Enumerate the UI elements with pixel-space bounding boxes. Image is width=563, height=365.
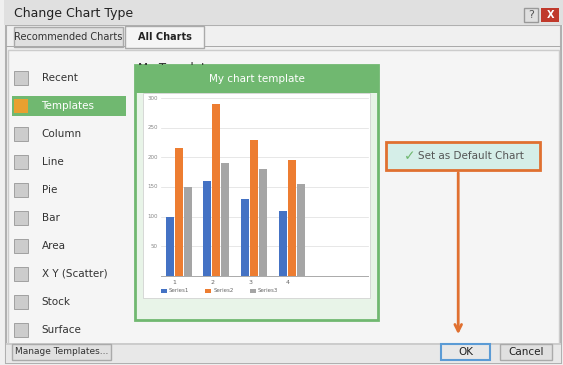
Text: All Charts: All Charts	[138, 32, 191, 42]
Bar	[143, 93, 370, 298]
Text: X Y (Scatter): X Y (Scatter)	[42, 269, 107, 279]
Text: 150: 150	[148, 184, 158, 189]
Bar	[386, 142, 540, 170]
Bar	[14, 211, 28, 225]
Bar	[541, 8, 559, 22]
Bar	[250, 139, 258, 276]
Bar	[14, 27, 123, 47]
Bar	[6, 343, 561, 363]
Bar	[14, 267, 28, 281]
Bar	[8, 50, 559, 345]
Text: 100: 100	[148, 214, 158, 219]
Bar	[161, 289, 167, 293]
Text: X: X	[546, 10, 554, 20]
Bar	[14, 155, 28, 169]
Bar	[14, 99, 28, 113]
Bar	[288, 160, 296, 276]
Text: OK: OK	[458, 347, 473, 357]
Bar	[12, 96, 126, 116]
Text: 50: 50	[151, 244, 158, 249]
Bar	[166, 217, 173, 276]
Bar	[279, 211, 287, 276]
Text: 1: 1	[173, 280, 177, 285]
Text: Series3: Series3	[258, 288, 279, 293]
Bar	[212, 104, 220, 276]
Text: Surface: Surface	[42, 325, 82, 335]
Bar	[14, 239, 28, 253]
Bar	[4, 0, 563, 25]
Text: Change Chart Type: Change Chart Type	[14, 7, 133, 19]
Bar	[6, 343, 561, 345]
Text: 3: 3	[248, 280, 252, 285]
Text: 2: 2	[211, 280, 215, 285]
Bar	[250, 289, 256, 293]
Bar	[501, 344, 552, 360]
Bar	[221, 163, 229, 276]
Text: Column: Column	[42, 129, 82, 139]
Bar	[297, 184, 305, 276]
Bar	[184, 187, 191, 276]
Text: Series2: Series2	[213, 288, 234, 293]
Text: Series1: Series1	[169, 288, 189, 293]
Text: Recent: Recent	[42, 73, 78, 83]
Bar	[135, 65, 378, 320]
Text: Cancel: Cancel	[508, 347, 544, 357]
Text: Recommended Charts: Recommended Charts	[14, 32, 123, 42]
Bar	[6, 46, 561, 47]
Text: My Templates: My Templates	[138, 62, 219, 75]
Bar	[175, 149, 182, 276]
Bar	[205, 289, 211, 293]
Text: ✓: ✓	[404, 149, 415, 163]
Bar	[14, 295, 28, 309]
Bar	[259, 169, 267, 276]
Text: 300: 300	[148, 96, 158, 100]
Bar	[14, 127, 28, 141]
Text: Line: Line	[42, 157, 63, 167]
Text: My chart template: My chart template	[209, 74, 305, 84]
Bar	[14, 71, 28, 85]
Text: ?: ?	[528, 10, 534, 20]
Bar	[12, 344, 111, 360]
Text: Stock: Stock	[42, 297, 70, 307]
Text: 250: 250	[148, 125, 158, 130]
Text: Templates: Templates	[42, 101, 95, 111]
Bar	[125, 26, 204, 48]
Text: 200: 200	[148, 155, 158, 160]
Text: Set as Default Chart: Set as Default Chart	[418, 151, 524, 161]
Bar	[241, 199, 249, 276]
Bar	[135, 65, 378, 93]
Bar	[203, 181, 211, 276]
Text: Manage Templates...: Manage Templates...	[15, 347, 108, 357]
Text: 4: 4	[286, 280, 290, 285]
Bar	[524, 8, 538, 22]
Bar	[14, 323, 28, 337]
Text: Bar: Bar	[42, 213, 60, 223]
Bar	[441, 344, 490, 360]
Text: Pie: Pie	[42, 185, 57, 195]
Text: Area: Area	[42, 241, 65, 251]
Bar	[14, 183, 28, 197]
